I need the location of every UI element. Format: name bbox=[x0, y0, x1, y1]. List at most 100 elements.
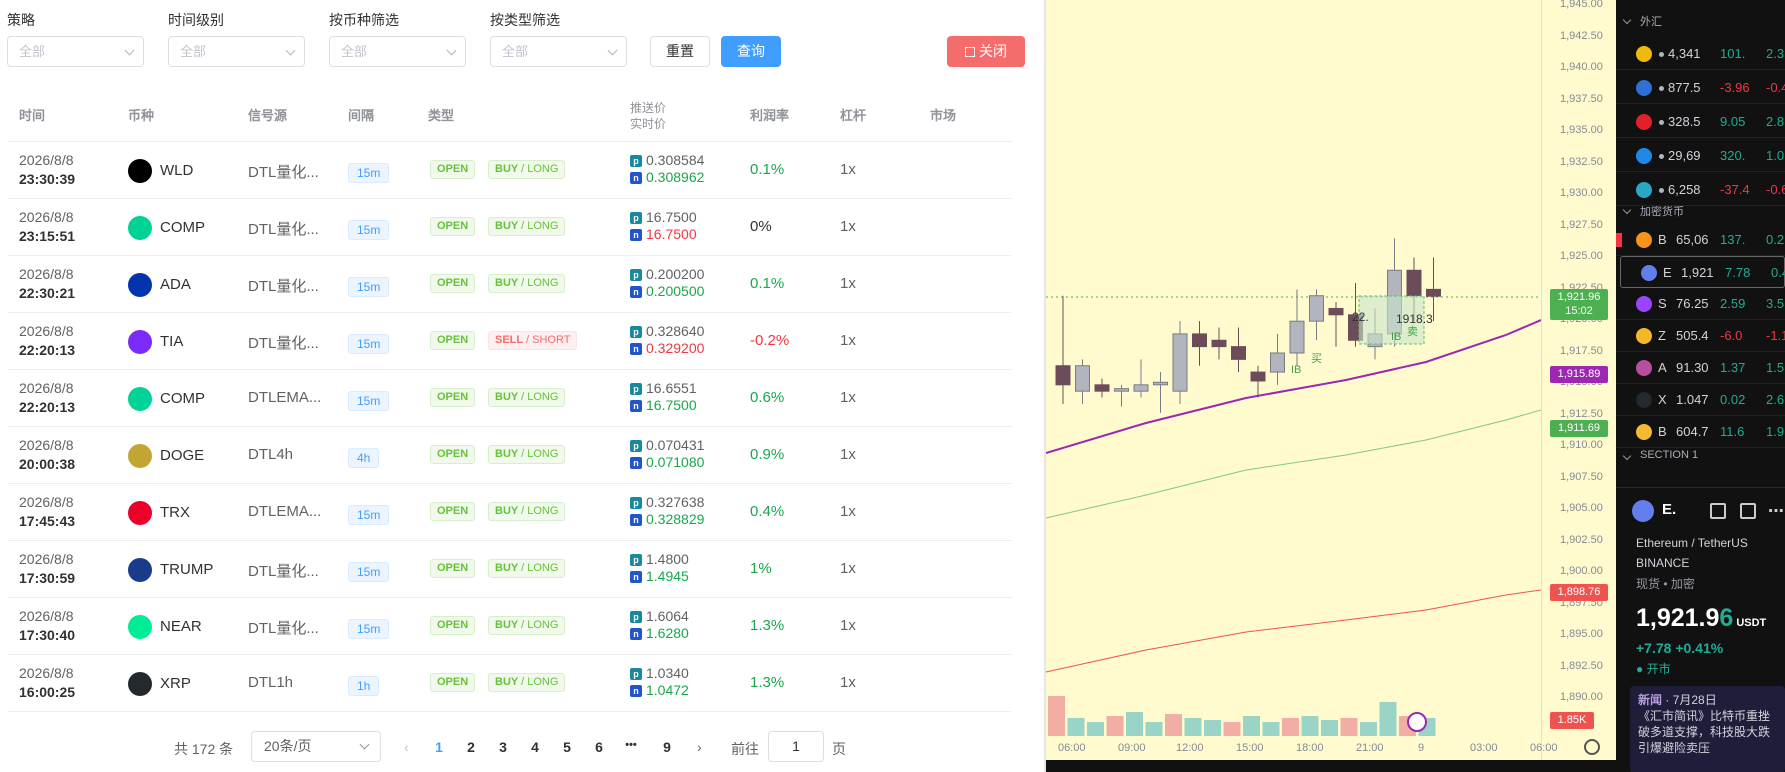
watchlist-row[interactable]: E 1,921 7.78 0.4 bbox=[1620, 256, 1785, 288]
push-price: 0.308584 bbox=[646, 152, 705, 168]
table-row[interactable]: 2026/8/8 23:30:39 WLD DTL量化... 15m OPEN BUY / … bbox=[8, 142, 1012, 199]
status-tag: OPEN bbox=[430, 616, 476, 635]
chevron-down-icon bbox=[607, 45, 618, 56]
symbol-icon bbox=[1636, 148, 1652, 164]
page-4[interactable]: 4 bbox=[531, 739, 539, 755]
page-5[interactable]: 5 bbox=[563, 739, 571, 755]
page-6[interactable]: 6 bbox=[595, 739, 603, 755]
real-price: 16.7500 bbox=[646, 226, 697, 242]
side-label: BUY bbox=[495, 505, 519, 517]
push-price: 0.328640 bbox=[646, 323, 705, 339]
watchlist-row[interactable]: 328.5 9.05 2.8 bbox=[1616, 106, 1785, 138]
watchlist-row[interactable]: Z 505.4 -6.0 -1.1 bbox=[1616, 320, 1785, 352]
side-label: BUY bbox=[495, 163, 519, 175]
side-tag: BUY / LONG bbox=[488, 160, 566, 179]
watchlist-symbol: B bbox=[1658, 232, 1667, 247]
ma-purple-label: 1,915.89 bbox=[1550, 366, 1608, 383]
table-row[interactable]: 2026/8/8 17:30:40 NEAR DTL量化... 15m OPEN BUY /… bbox=[8, 598, 1012, 655]
time-axis[interactable]: 06:00 09:00 12:00 15:00 18:00 21:00 9 03:00 06:0… bbox=[1046, 736, 1616, 762]
next-page-icon[interactable]: › bbox=[697, 739, 702, 755]
grid-icon[interactable] bbox=[1710, 503, 1726, 519]
table-row[interactable]: 2026/8/8 22:20:13 TIA DTL量化... 15m OPEN SELL /… bbox=[8, 313, 1012, 370]
time-tick: 15:00 bbox=[1236, 742, 1264, 754]
watchlist-price: 76.25 bbox=[1676, 296, 1709, 311]
annotation-price: 1918.3 bbox=[1396, 312, 1433, 326]
page-9[interactable]: 9 bbox=[663, 739, 671, 755]
cell-leverage: 1x bbox=[840, 446, 856, 463]
push-price-badge: p bbox=[630, 610, 642, 623]
side-label: BUY bbox=[495, 562, 519, 574]
col-interval: 间隔 bbox=[348, 108, 375, 123]
cell-time: 2026/8/8 17:30:59 bbox=[19, 550, 75, 588]
table-row[interactable]: 2026/8/8 17:30:59 TRUMP DTL量化... 15m OPEN BUY … bbox=[8, 541, 1012, 598]
filter-timeframe-select[interactable]: 全部 bbox=[168, 36, 305, 67]
panel-divider[interactable] bbox=[1044, 0, 1046, 772]
price-tick: 1,940.00 bbox=[1560, 61, 1603, 73]
volume-bar bbox=[1087, 722, 1104, 736]
watchlist-row[interactable]: B 604.7 11.6 1.9 bbox=[1616, 416, 1785, 448]
col-push-price: 推送价 bbox=[630, 101, 667, 115]
status-tag: OPEN bbox=[430, 445, 476, 464]
section-forex[interactable]: 外汇 bbox=[1622, 13, 1662, 29]
table-row[interactable]: 2026/8/8 22:20:13 COMP DTLEMA... 15m OPEN BUY … bbox=[8, 370, 1012, 427]
price-chart[interactable]: 1918.3 22. IB 买 IB 卖 bbox=[1046, 0, 1616, 772]
cell-profit: 1.3% bbox=[750, 617, 785, 634]
table-row[interactable]: 2026/8/8 23:15:51 COMP DTL量化... 15m OPEN BUY /… bbox=[8, 199, 1012, 256]
filter-type-select[interactable]: 全部 bbox=[490, 36, 627, 67]
section-1[interactable]: SECTION 1 bbox=[1622, 449, 1698, 461]
page-1[interactable]: 1 bbox=[435, 739, 443, 755]
page-size-select[interactable]: 20条/页 bbox=[251, 731, 381, 762]
table-row[interactable]: 2026/8/8 16:00:25 XRP DTL1h 1h OPEN BUY / LONG… bbox=[8, 655, 1012, 712]
filter-coin-value: 全部 bbox=[341, 44, 368, 59]
section-crypto[interactable]: 加密货币 bbox=[1622, 203, 1684, 219]
watchlist-row[interactable]: S 76.25 2.59 3.5 bbox=[1616, 288, 1785, 320]
reset-button[interactable]: 重置 bbox=[650, 36, 710, 67]
chart-settings-icon[interactable] bbox=[1584, 739, 1600, 755]
news-card[interactable]: 新闻 · 7月28日 《汇市简讯》比特币重挫破多道支撑，科技股大跌引爆避险卖压 bbox=[1630, 686, 1785, 772]
cell-coin: TIA bbox=[128, 329, 183, 354]
real-price: 0.071080 bbox=[646, 454, 705, 470]
symbol-pair[interactable]: Ethereum / TetherUS bbox=[1636, 536, 1748, 550]
watchlist-row[interactable]: B 65,06 137. 0.2 bbox=[1616, 224, 1785, 256]
table-row[interactable]: 2026/8/8 17:45:43 TRX DTLEMA... 15m OPEN BUY /… bbox=[8, 484, 1012, 541]
page-ellipsis[interactable]: ••• bbox=[625, 739, 637, 751]
table-row[interactable]: 2026/8/8 20:00:38 DOGE DTL4h 4h OPEN BUY / LON… bbox=[8, 427, 1012, 484]
more-icon[interactable]: ⋯ bbox=[1768, 503, 1784, 520]
push-price: 1.4800 bbox=[646, 551, 689, 567]
prev-page-icon[interactable]: ‹ bbox=[404, 739, 409, 755]
page-3[interactable]: 3 bbox=[499, 739, 507, 755]
filter-coin-select[interactable]: 全部 bbox=[329, 36, 466, 67]
ma-red-label: 1,898.76 bbox=[1550, 584, 1608, 601]
watchlist-row[interactable]: 4,341 101. 2.3 bbox=[1616, 38, 1785, 70]
candle-body bbox=[1211, 339, 1227, 348]
cell-date: 2026/8/8 bbox=[19, 266, 74, 282]
filter-strategy-select[interactable]: 全部 bbox=[7, 36, 144, 67]
total-count: 共 172 条 bbox=[174, 741, 234, 757]
section-crypto-label: 加密货币 bbox=[1640, 206, 1684, 218]
close-button[interactable]: 关闭 bbox=[947, 36, 1025, 67]
watchlist-row[interactable]: 6,258 -37.4 -0.6 bbox=[1616, 174, 1785, 206]
goto-page-input[interactable]: 1 bbox=[768, 731, 824, 762]
table-row[interactable]: 2026/8/8 22:30:21 ADA DTL量化... 15m OPEN BUY / … bbox=[8, 256, 1012, 313]
query-button[interactable]: 查询 bbox=[721, 36, 781, 67]
news-text: 《汇市简讯》比特币重挫破多道支撑，科技股大跌引爆避险卖压 bbox=[1638, 709, 1771, 755]
watchlist-row[interactable]: X 1.047 0.02 2.6 bbox=[1616, 384, 1785, 416]
watchlist-row[interactable]: 877.5 -3.96 -0.4 bbox=[1616, 72, 1785, 104]
volume-bar bbox=[1282, 718, 1299, 736]
candlestick-chart[interactable]: 1918.3 22. IB 买 IB 卖 bbox=[1046, 0, 1541, 736]
symbol-ticker[interactable]: E. bbox=[1662, 501, 1677, 518]
side-tag: BUY / LONG bbox=[488, 445, 566, 464]
watchlist-change: 0.02 bbox=[1720, 392, 1746, 407]
real-price: 0.200500 bbox=[646, 283, 705, 299]
watchlist-row[interactable]: A 91.30 1.37 1.5 bbox=[1616, 352, 1785, 384]
watchlist-change: 2.59 bbox=[1720, 296, 1746, 311]
filter-timeframe-value: 全部 bbox=[180, 44, 207, 59]
flag-icon[interactable] bbox=[1616, 233, 1622, 247]
side-tag: SELL / SHORT bbox=[488, 331, 578, 350]
watchlist-row[interactable]: 29,69 320. 1.0 bbox=[1616, 140, 1785, 172]
candle-body bbox=[1172, 333, 1188, 392]
candle-body bbox=[1192, 333, 1207, 348]
edit-icon[interactable] bbox=[1740, 503, 1756, 519]
page-2[interactable]: 2 bbox=[467, 739, 475, 755]
coin-name: TRX bbox=[160, 504, 190, 521]
